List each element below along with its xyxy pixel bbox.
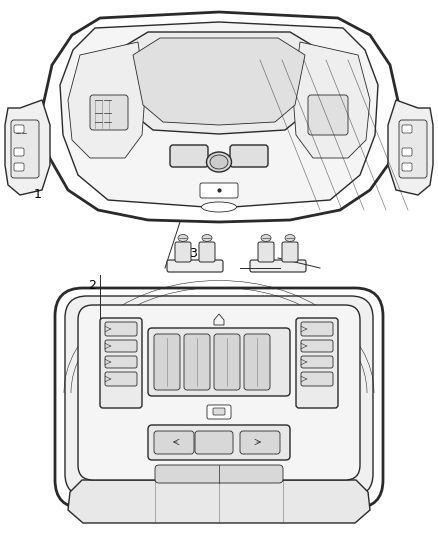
FancyBboxPatch shape [402,148,412,156]
FancyBboxPatch shape [14,125,24,133]
Polygon shape [60,22,378,208]
FancyBboxPatch shape [105,356,137,368]
FancyBboxPatch shape [301,372,333,386]
FancyBboxPatch shape [90,95,128,130]
FancyBboxPatch shape [105,322,137,336]
Polygon shape [68,42,145,158]
FancyBboxPatch shape [207,405,231,419]
FancyBboxPatch shape [399,120,427,178]
Ellipse shape [206,152,232,172]
FancyBboxPatch shape [175,242,191,262]
Text: 1: 1 [33,188,41,201]
Text: 2: 2 [88,279,96,292]
FancyBboxPatch shape [195,431,233,454]
FancyBboxPatch shape [199,242,215,262]
Ellipse shape [261,235,271,241]
FancyBboxPatch shape [301,340,333,352]
FancyBboxPatch shape [11,120,39,178]
FancyBboxPatch shape [200,183,238,198]
FancyBboxPatch shape [184,334,210,390]
Ellipse shape [210,155,228,169]
FancyBboxPatch shape [155,465,283,483]
FancyBboxPatch shape [301,356,333,368]
FancyBboxPatch shape [148,328,290,396]
FancyBboxPatch shape [402,125,412,133]
FancyBboxPatch shape [14,163,24,171]
FancyBboxPatch shape [154,334,180,390]
FancyBboxPatch shape [170,145,208,167]
FancyBboxPatch shape [105,372,137,386]
Polygon shape [118,32,320,134]
FancyBboxPatch shape [301,322,333,336]
FancyBboxPatch shape [230,145,268,167]
FancyBboxPatch shape [154,431,194,454]
FancyBboxPatch shape [78,305,360,480]
FancyBboxPatch shape [282,242,298,262]
Ellipse shape [201,202,237,212]
FancyBboxPatch shape [402,163,412,171]
FancyBboxPatch shape [100,318,142,408]
Polygon shape [133,38,305,125]
FancyBboxPatch shape [65,296,373,496]
FancyBboxPatch shape [167,260,223,272]
Ellipse shape [202,235,212,241]
Text: 3: 3 [189,247,197,260]
FancyBboxPatch shape [148,425,290,460]
FancyBboxPatch shape [250,260,306,272]
Polygon shape [293,42,370,158]
FancyBboxPatch shape [214,334,240,390]
FancyBboxPatch shape [14,148,24,156]
Polygon shape [388,100,433,195]
Ellipse shape [285,235,295,241]
FancyBboxPatch shape [240,431,280,454]
Ellipse shape [178,235,188,241]
FancyBboxPatch shape [55,288,383,508]
FancyBboxPatch shape [296,318,338,408]
FancyBboxPatch shape [244,334,270,390]
Polygon shape [5,100,50,195]
Polygon shape [42,12,400,222]
FancyBboxPatch shape [308,95,348,135]
FancyBboxPatch shape [213,408,225,415]
Polygon shape [68,480,370,523]
FancyBboxPatch shape [105,340,137,352]
FancyBboxPatch shape [258,242,274,262]
